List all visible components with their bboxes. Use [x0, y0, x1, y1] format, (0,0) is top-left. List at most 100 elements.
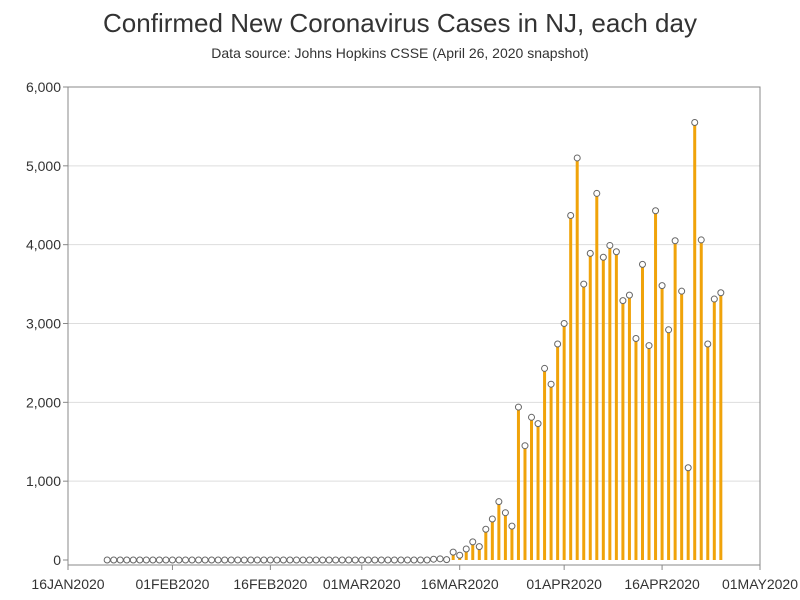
data-point-marker	[325, 556, 333, 564]
data-point-marker	[168, 556, 176, 564]
chart-title: Confirmed New Coronavirus Cases in NJ, e…	[103, 8, 697, 38]
bar	[647, 345, 651, 560]
data-point-marker	[338, 556, 346, 564]
data-point-marker	[351, 556, 359, 564]
y-tick-label: 1,000	[26, 473, 61, 489]
y-tick-label: 3,000	[26, 316, 61, 332]
data-point-marker	[266, 556, 274, 564]
data-point-marker	[214, 556, 222, 564]
bar	[471, 541, 475, 560]
x-tick-label: 01FEB2020	[135, 576, 209, 592]
bar	[569, 215, 573, 560]
bar	[477, 546, 481, 560]
data-point-marker	[625, 291, 633, 299]
bar	[549, 384, 553, 560]
data-point-marker	[573, 154, 581, 162]
y-tick-label: 0	[53, 552, 61, 568]
data-point-marker	[240, 556, 248, 564]
bar	[582, 284, 586, 560]
bar	[523, 445, 527, 560]
y-tick-label: 4,000	[26, 237, 61, 253]
data-point-marker	[567, 211, 575, 219]
data-point-marker	[417, 556, 425, 564]
data-point-marker	[286, 556, 294, 564]
y-tick-label: 5,000	[26, 158, 61, 174]
bar	[614, 251, 618, 561]
data-point-marker	[534, 420, 542, 428]
data-point-marker	[247, 556, 255, 564]
data-point-marker	[658, 282, 666, 290]
bar	[536, 423, 540, 560]
data-point-marker	[678, 287, 686, 295]
data-point-marker	[599, 253, 607, 261]
bar	[562, 323, 566, 560]
data-point-marker	[521, 442, 529, 450]
data-point-marker	[514, 403, 522, 411]
data-point-marker	[397, 556, 405, 564]
data-point-marker	[652, 207, 660, 215]
bar	[516, 407, 520, 560]
bar	[503, 512, 507, 560]
x-tick-label: 01MAR2020	[323, 576, 401, 592]
y-tick-label: 6,000	[26, 79, 61, 95]
bar	[608, 245, 612, 560]
x-tick-label: 01APR2020	[526, 576, 602, 592]
data-point-marker	[253, 556, 261, 564]
data-point-marker	[136, 556, 144, 564]
data-point-marker	[671, 237, 679, 245]
bar	[719, 292, 723, 560]
data-point-marker	[279, 556, 287, 564]
data-point-marker	[704, 340, 712, 348]
data-point-marker	[260, 556, 268, 564]
data-point-marker	[638, 260, 646, 268]
data-point-marker	[665, 326, 673, 334]
bar	[595, 193, 599, 561]
data-point-marker	[475, 543, 483, 551]
bar	[693, 122, 697, 560]
data-point-marker	[149, 556, 157, 564]
data-point-marker	[377, 556, 385, 564]
y-tick-label: 2,000	[26, 394, 61, 410]
data-point-marker	[162, 556, 170, 564]
bar	[484, 529, 488, 560]
data-point-marker	[110, 556, 118, 564]
bar	[660, 285, 664, 560]
y-axis: 0 1,000 2,000 3,000 4,000 5,000 6,000	[26, 79, 68, 568]
data-point-marker	[684, 464, 692, 472]
data-point-marker	[554, 340, 562, 348]
x-axis: 16JAN2020 01FEB2020 16FEB2020 01MAR2020 16MA…	[31, 565, 798, 592]
data-point-marker	[645, 342, 653, 350]
data-point-marker	[717, 289, 725, 297]
bar	[464, 548, 468, 560]
data-point-marker	[508, 522, 516, 530]
plot-frame	[67, 86, 761, 566]
data-point-marker	[488, 515, 496, 523]
data-point-marker	[390, 556, 398, 564]
data-point-marker	[436, 555, 444, 563]
bar	[634, 338, 638, 560]
bar	[712, 299, 716, 560]
data-point-marker	[364, 556, 372, 564]
data-point-marker	[469, 538, 477, 546]
bar	[530, 417, 534, 560]
data-point-marker	[234, 556, 242, 564]
data-point-marker	[384, 556, 392, 564]
data-point-marker	[456, 551, 464, 559]
data-point-marker	[175, 556, 183, 564]
data-point-marker	[710, 295, 718, 303]
bar	[640, 264, 644, 560]
data-point-marker	[195, 556, 203, 564]
data-point-marker	[345, 556, 353, 564]
data-point-marker	[142, 556, 150, 564]
bar	[627, 295, 631, 560]
bar	[680, 291, 684, 560]
data-point-marker	[443, 556, 451, 564]
bar	[699, 239, 703, 561]
data-point-marker	[155, 556, 163, 564]
bar	[601, 257, 605, 560]
data-point-marker	[403, 556, 411, 564]
data-point-marker	[560, 320, 568, 327]
data-point-marker	[619, 297, 627, 305]
data-point-marker	[221, 556, 229, 564]
